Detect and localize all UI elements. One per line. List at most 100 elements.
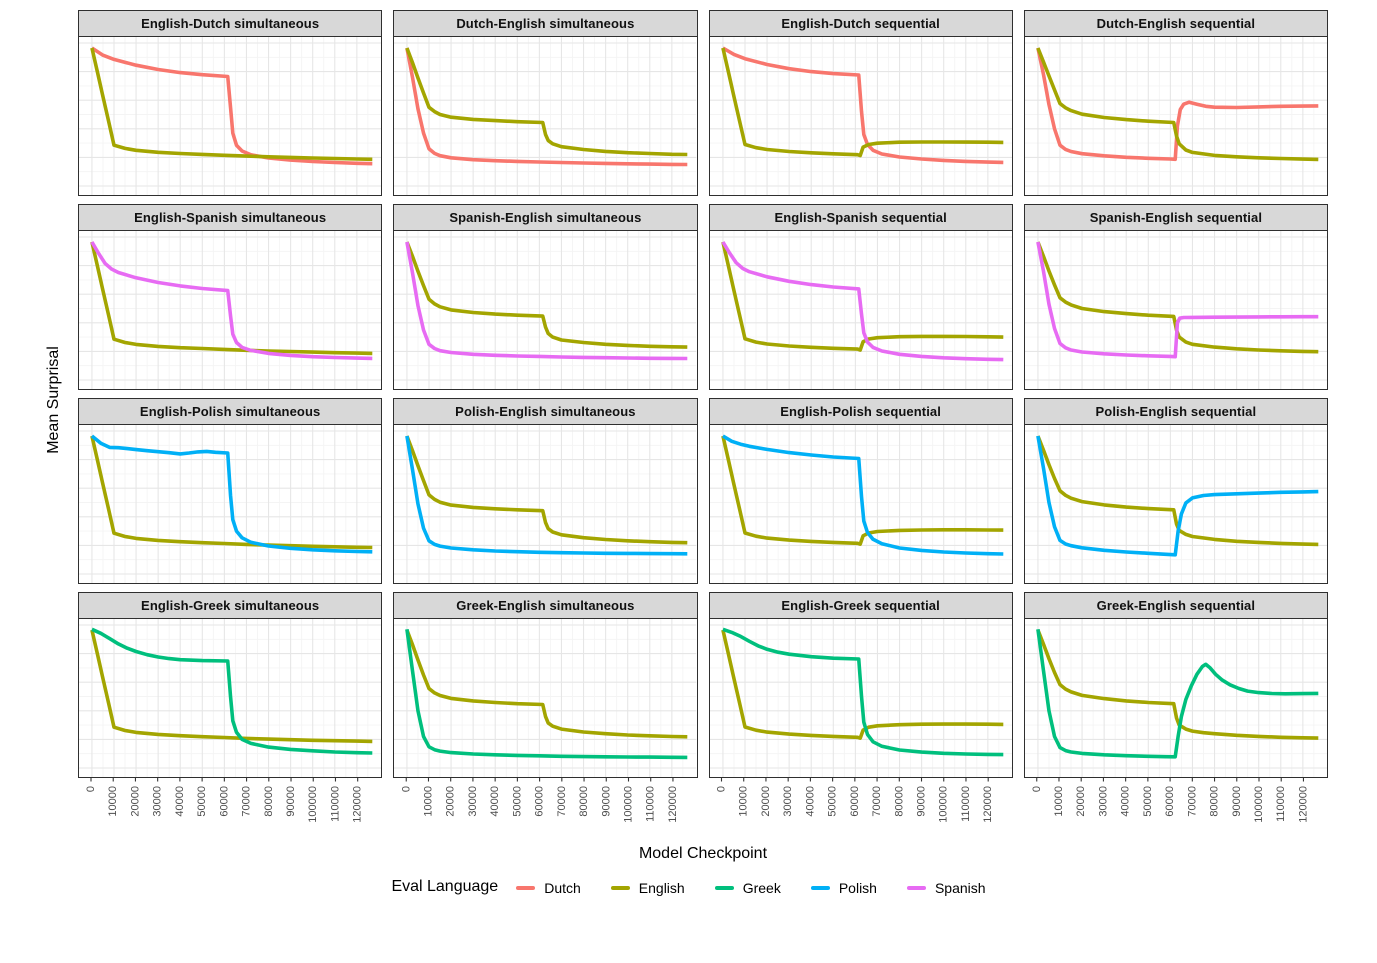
legend-title: Eval Language <box>391 877 499 895</box>
x-tick-label: 90000 <box>916 786 928 817</box>
facet-14: Greek-English simultaneous <box>393 592 698 778</box>
series-line-greek <box>405 629 688 760</box>
facet-strip-title: Spanish-English simultaneous <box>393 204 698 231</box>
facet-strip-title: Greek-English simultaneous <box>393 592 698 619</box>
facet-9: English-Polish simultaneous <box>78 398 383 584</box>
series-line-dutch <box>1035 47 1319 162</box>
facet-strip-title: English-Spanish simultaneous <box>78 204 383 231</box>
legend: Eval Language Dutch English Greek Polish Spa… <box>0 877 1377 897</box>
facet-panel <box>78 619 383 778</box>
major-gridlines <box>394 619 697 777</box>
facet-panel <box>393 37 698 196</box>
plot-area <box>394 37 697 195</box>
minor-gridlines <box>1024 37 1327 195</box>
plot-area <box>1024 619 1327 777</box>
plot-area <box>709 37 1012 195</box>
facet-strip-title: Greek-English sequential <box>1023 592 1328 619</box>
x-tick-label: 70000 <box>556 786 568 817</box>
plot-area <box>1024 231 1327 389</box>
series-line-english <box>405 629 688 739</box>
legend-item-dutch: Dutch <box>516 880 581 896</box>
x-tick-label: 30000 <box>1097 786 1109 817</box>
major-gridlines <box>394 425 697 583</box>
facet-strip-title: English-Spanish sequential <box>708 204 1013 231</box>
x-tick-label: 10000 <box>107 786 119 817</box>
legend-key-spanish-icon <box>906 886 926 890</box>
facet-panel <box>393 231 698 390</box>
x-tick-label: 90000 <box>285 786 297 817</box>
facet-strip-title: English-Greek sequential <box>708 592 1013 619</box>
x-tick-label: 120000 <box>352 786 364 823</box>
x-tick-label: 120000 <box>667 786 679 823</box>
series-line-english <box>90 435 373 550</box>
minor-gridlines <box>79 619 382 777</box>
x-tick-label: 80000 <box>893 786 905 817</box>
series-line-english <box>90 241 373 356</box>
facet-5: English-Spanish simultaneous <box>78 204 383 390</box>
x-tick-label: 50000 <box>511 786 523 817</box>
series-line-english <box>1036 241 1319 354</box>
facet-strip-title: English-Dutch sequential <box>708 10 1013 37</box>
x-tick-label: 100000 <box>622 786 634 823</box>
legend-label: Spanish <box>934 880 986 896</box>
x-tick-label: 90000 <box>600 786 612 817</box>
plot-area <box>79 425 382 583</box>
facet-panel <box>78 425 383 584</box>
x-tick-label: 70000 <box>871 786 883 817</box>
legend-item-polish: Polish <box>810 880 877 896</box>
x-tick-label: 60000 <box>1164 786 1176 817</box>
facet-panel <box>78 37 383 196</box>
series-line-english <box>720 435 1003 546</box>
series-line-spanish <box>405 241 688 361</box>
series-line-english <box>720 47 1003 158</box>
facet-panel <box>1023 425 1328 584</box>
major-gridlines <box>1024 37 1327 195</box>
legend-label: English <box>638 880 685 896</box>
legend-label: Dutch <box>544 880 581 896</box>
x-tick-label: 110000 <box>329 786 341 822</box>
x-tick-label: 110000 <box>645 786 657 822</box>
x-tick-label: 0 <box>1031 786 1043 792</box>
minor-gridlines <box>1024 425 1327 583</box>
x-tick-label: 10000 <box>1053 786 1065 817</box>
series-line-english <box>1036 629 1319 740</box>
series-line-english <box>90 47 373 162</box>
x-tick-label: 100000 <box>938 786 950 823</box>
facet-grid: English-Dutch simultaneous Dutch-English … <box>78 10 1328 778</box>
facet-12: Polish-English sequential <box>1023 398 1328 584</box>
x-tick-label: 50000 <box>196 786 208 817</box>
x-axis-title: Model Checkpoint <box>638 845 768 862</box>
series-line-greek <box>721 627 1003 757</box>
series-line-english <box>405 241 688 349</box>
facet-3: English-Dutch sequential <box>708 10 1013 196</box>
facet-2: Dutch-English simultaneous <box>393 10 698 196</box>
x-tick-label: 110000 <box>960 786 972 822</box>
x-tick-label: 70000 <box>1186 786 1198 817</box>
x-tick-label: 40000 <box>174 786 186 817</box>
series-line-greek <box>91 627 373 755</box>
plot-area <box>79 231 382 389</box>
minor-gridlines <box>1024 231 1327 389</box>
minor-gridlines <box>709 425 1012 583</box>
facet-strip-title: Dutch-English simultaneous <box>393 10 698 37</box>
x-tick-label: 100000 <box>307 786 319 823</box>
series-line-english <box>720 629 1003 740</box>
facet-10: Polish-English simultaneous <box>393 398 698 584</box>
plot-area <box>79 37 382 195</box>
x-tick-label: 110000 <box>1275 786 1287 822</box>
x-tick-label: 30000 <box>152 786 164 817</box>
x-tick-label: 50000 <box>827 786 839 817</box>
facet-panel <box>1023 231 1328 390</box>
x-tick-label: 90000 <box>1231 786 1243 817</box>
x-tick-label: 80000 <box>578 786 590 817</box>
facet-7: English-Spanish sequential <box>708 204 1013 390</box>
minor-gridlines <box>394 231 697 389</box>
plot-area <box>1024 37 1327 195</box>
facet-strip-title: Dutch-English sequential <box>1023 10 1328 37</box>
plot-area <box>394 425 697 583</box>
x-tick-label: 10000 <box>422 786 434 817</box>
facet-15: English-Greek sequential <box>708 592 1013 778</box>
facet-strip-title: English-Polish simultaneous <box>78 398 383 425</box>
facet-strip-title: Polish-English sequential <box>1023 398 1328 425</box>
series-line-spanish <box>720 241 1003 362</box>
